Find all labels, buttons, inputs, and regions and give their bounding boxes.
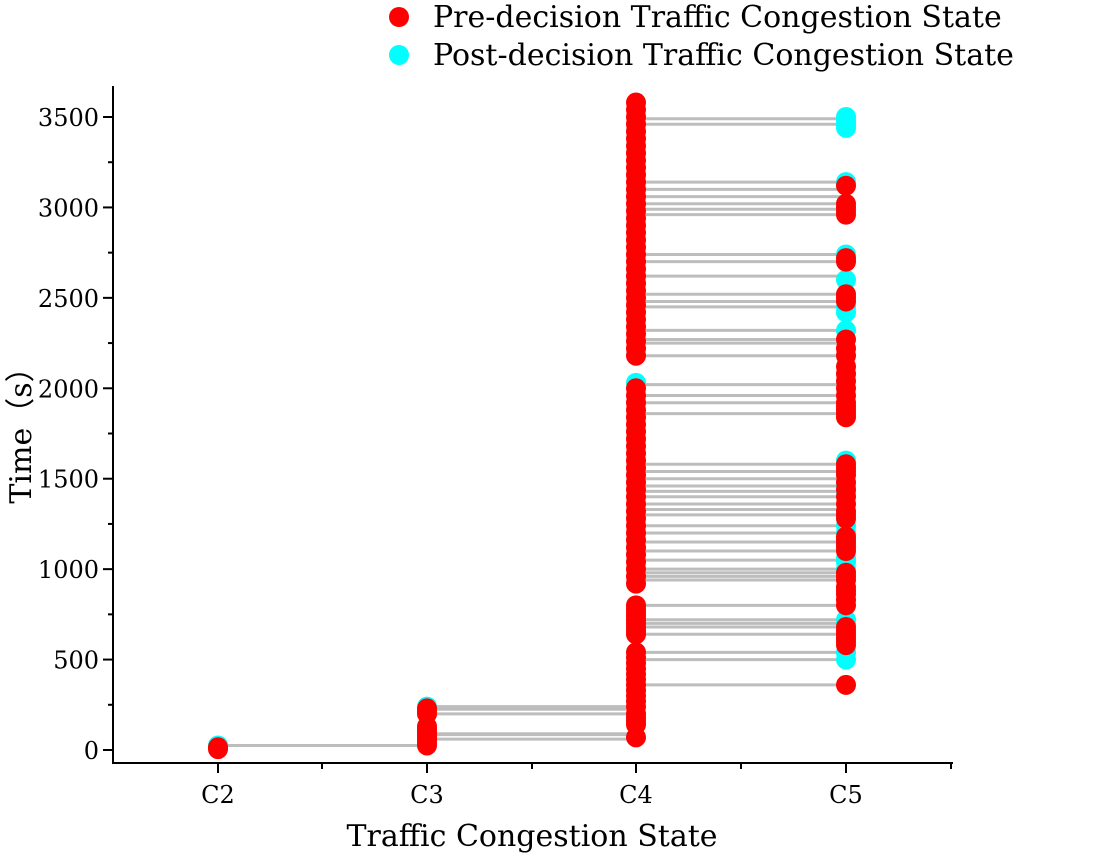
axes (112, 86, 953, 764)
pre-point-C5-52 (836, 193, 856, 214)
x-ticks: C2 C3 C4 C5 (201, 763, 952, 809)
x-tick-label-C5: C5 (829, 781, 863, 809)
x-tick-label-C2: C2 (201, 781, 235, 809)
pre-point-C5-0 (836, 674, 856, 695)
transition-lines (218, 117, 846, 747)
x-tick-label-C3: C3 (410, 781, 444, 809)
legend-marker-post (389, 45, 409, 65)
post-point-C5-15 (836, 269, 856, 290)
pre-point-C4-15 (626, 642, 646, 663)
pre-point-C4-52 (626, 378, 646, 399)
pre-point-C5-46 (836, 284, 856, 305)
post-point-C5-21 (836, 107, 856, 127)
pre-point-C5-14 (836, 562, 856, 583)
legend: Pre-decision Traffic Congestion State Po… (389, 0, 1014, 73)
pre-point-C5-19 (836, 526, 856, 547)
pre-decision-points (208, 92, 856, 760)
y-ticks: 0 500 1000 1500 2000 2500 3000 3500 (38, 104, 113, 765)
y-tick-label-2500: 2500 (38, 285, 99, 313)
y-tick-label-2000: 2000 (38, 375, 99, 403)
pre-point-C5-48 (836, 248, 856, 269)
y-tick-label-500: 500 (53, 647, 99, 675)
legend-label-post: Post-decision Traffic Congestion State (433, 38, 1014, 73)
pre-point-C5-30 (836, 454, 856, 475)
y-tick-label-1500: 1500 (38, 466, 99, 494)
legend-label-pre: Pre-decision Traffic Congestion State (433, 0, 1002, 35)
y-tick-label-0: 0 (84, 737, 99, 765)
y-axis-title: Time（s） (4, 352, 39, 503)
pre-point-C4-88 (626, 92, 646, 113)
pre-point-C2-1 (208, 737, 228, 758)
pre-point-C5-6 (836, 617, 856, 638)
y-tick-label-1000: 1000 (38, 556, 99, 584)
pre-point-C4-24 (626, 595, 646, 616)
legend-marker-pre (389, 7, 409, 27)
pre-point-C3-10 (417, 698, 437, 719)
y-tick-label-3000: 3000 (38, 194, 99, 222)
y-tick-label-3500: 3500 (38, 104, 99, 132)
pre-point-C5-43 (836, 329, 856, 350)
x-tick-label-C4: C4 (619, 781, 653, 809)
pre-point-C5-53 (836, 175, 856, 196)
x-axis-title: Traffic Congestion State (346, 819, 717, 854)
